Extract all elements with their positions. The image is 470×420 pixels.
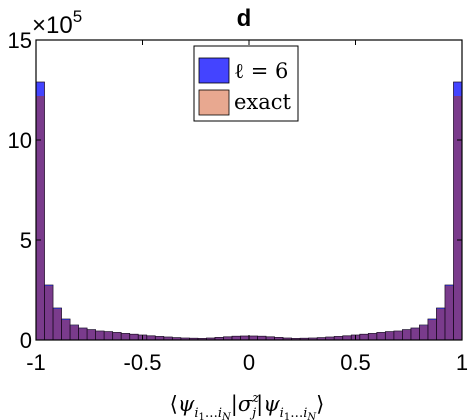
- histogram-bar-overlap: [453, 96, 462, 340]
- histogram-bar-overlap: [402, 330, 411, 340]
- histogram-bar-overlap: [180, 338, 190, 340]
- histogram-bar-overlap: [444, 286, 454, 340]
- histogram-bar-overlap: [325, 337, 335, 340]
- histogram-bar-overlap: [95, 331, 105, 340]
- histogram-bar-overlap: [436, 309, 445, 340]
- histogram-bar-overlap: [61, 320, 71, 340]
- histogram-bar-overlap: [283, 338, 292, 340]
- histogram-bar-overlap: [129, 334, 139, 340]
- histogram-bar-overlap: [197, 338, 207, 340]
- histogram-bar-overlap: [393, 331, 403, 340]
- axis-multiplier-base: ×10: [32, 12, 73, 39]
- x-tick-label: 0.5: [340, 350, 371, 375]
- histogram-bar-overlap: [223, 336, 232, 340]
- histogram-bar-l6-excess: [53, 308, 62, 309]
- x-tick-label: 0: [243, 350, 255, 375]
- histogram-bar-overlap: [342, 336, 352, 340]
- axis-multiplier: ×105: [32, 7, 82, 39]
- histogram-bar-overlap: [121, 333, 130, 340]
- histogram-bar-overlap: [36, 96, 45, 340]
- histogram-bar-overlap: [189, 338, 198, 340]
- histogram-bar-overlap: [266, 336, 275, 340]
- x-tick-label: 1: [456, 350, 468, 375]
- histogram-bar-overlap: [231, 336, 241, 340]
- histogram-bar-overlap: [376, 332, 386, 340]
- histogram-bar-overlap: [70, 325, 79, 340]
- histogram-bar-overlap: [359, 334, 369, 340]
- x-axis-label: ⟨ψi1…iN|σz j|ψi1…iN⟩: [170, 391, 325, 420]
- histogram-bar-l6-excess: [444, 285, 454, 286]
- histogram-bar-overlap: [78, 328, 88, 340]
- overlap-bars: [36, 96, 462, 340]
- histogram-bar-overlap: [206, 338, 215, 340]
- y-axis-ticks: 0 5 10 15: [8, 28, 462, 353]
- y-tick-label: 0: [20, 328, 32, 353]
- histogram-bar-overlap: [155, 336, 164, 340]
- histogram-bar-overlap: [87, 330, 96, 340]
- histogram-bar-overlap: [334, 336, 343, 340]
- y-tick-label: 5: [20, 228, 32, 253]
- legend-swatch-l6: [198, 57, 230, 84]
- plot-area: 0 5 10 15 -1 -0.5 0 0.5 1: [8, 28, 469, 375]
- x-tick-label: -0.5: [124, 350, 162, 375]
- histogram-bar-overlap: [385, 331, 394, 340]
- histogram-bar-overlap: [172, 337, 181, 340]
- histogram-bar-overlap: [308, 338, 318, 340]
- histogram-bar-overlap: [214, 337, 224, 340]
- histogram-bar-l6-excess: [36, 82, 45, 96]
- x-tick-label: -1: [26, 350, 46, 375]
- histogram-bar-overlap: [104, 331, 113, 340]
- histogram-bar-l6-excess: [427, 319, 437, 320]
- histogram-bar-overlap: [240, 336, 249, 340]
- histogram-bar-overlap: [427, 320, 437, 340]
- histogram-bar-overlap: [249, 336, 258, 340]
- histogram-bar-l6-excess: [436, 308, 445, 309]
- histogram-bar-overlap: [300, 338, 309, 340]
- histogram-bar-overlap: [317, 337, 326, 340]
- histogram-bar-l6-excess: [44, 285, 54, 286]
- legend-swatch-exact: [198, 89, 230, 116]
- legend-label-exact: exact: [234, 90, 292, 114]
- axis-multiplier-exponent: 5: [73, 7, 82, 26]
- histogram-bar-overlap: [274, 337, 284, 340]
- histogram-bar-overlap: [146, 336, 156, 340]
- y-tick-label: 15: [8, 28, 32, 53]
- y-tick-label: 10: [8, 128, 32, 153]
- histogram-bar-overlap: [368, 333, 377, 340]
- histogram-bar-overlap: [53, 309, 62, 340]
- legend: ℓ = 6 exact: [193, 45, 299, 122]
- histogram-bar-overlap: [410, 328, 420, 340]
- legend-label-l6: ℓ = 6: [234, 59, 288, 83]
- histogram-bar-overlap: [163, 337, 173, 340]
- histogram-bar-overlap: [257, 336, 267, 340]
- histogram-bar-overlap: [291, 338, 301, 340]
- histogram-bar-overlap: [112, 332, 122, 340]
- chart-title: d: [237, 5, 252, 32]
- histogram-bar-l6-excess: [61, 319, 71, 320]
- histogram-bar-overlap: [44, 286, 54, 340]
- x-axis-ticks: -1 -0.5 0 0.5 1: [26, 40, 468, 375]
- histogram-bar-l6-excess: [453, 82, 462, 96]
- histogram-bar-overlap: [419, 325, 428, 340]
